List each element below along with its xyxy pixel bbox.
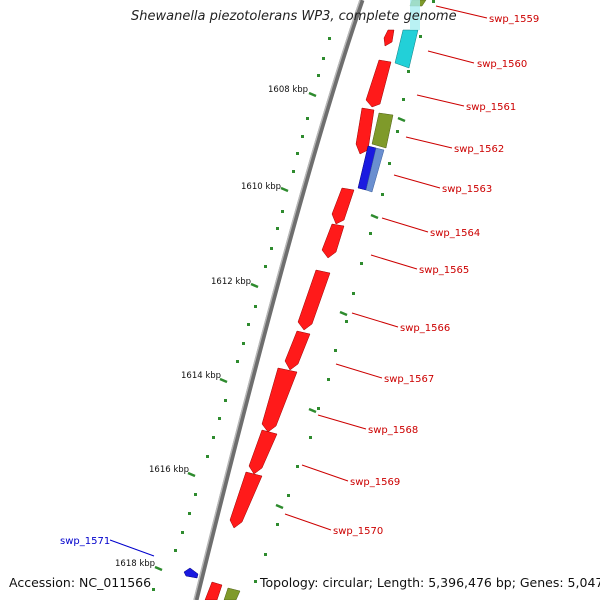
ruler-label-1614: 1614 kbp: [181, 371, 221, 381]
gene-label-swp_1559[interactable]: swp_1559: [489, 14, 539, 25]
gene-swp_1561-feature[interactable]: [365, 59, 392, 108]
gene-swp_1559-red-feature[interactable]: [383, 29, 395, 47]
gene-label-swp_1564[interactable]: swp_1564: [430, 228, 480, 239]
genome-backbone: [193, 0, 365, 600]
gene-swp_1569-feature[interactable]: [248, 429, 278, 475]
label-leader-lines: [284, 5, 488, 531]
ruler-label-1608: 1608 kbp: [268, 85, 308, 95]
genome-summary-label: Topology: circular; Length: 5,396,476 bp…: [260, 575, 600, 590]
inner-ticks: [152, 37, 331, 591]
gene-label-swp_1567[interactable]: swp_1567: [384, 374, 434, 385]
gene-swp_1566-feature[interactable]: [297, 269, 331, 331]
genome-title: Shewanella piezotolerans WP3, complete g…: [131, 9, 457, 24]
gene-swp_1564-feature[interactable]: [331, 187, 355, 225]
gene-label-swp_1566[interactable]: swp_1566: [400, 323, 450, 334]
gene-label-swp_1570[interactable]: swp_1570: [333, 526, 383, 537]
ruler-label-1616: 1616 kbp: [149, 465, 189, 475]
ruler-major-ticks: [154, 91, 317, 572]
outer-ticks: [254, 0, 435, 583]
gene-swp_1568-feature[interactable]: [261, 367, 298, 433]
gene-bottom-red-feature[interactable]: [204, 581, 223, 600]
outer-major-ticks: [275, 116, 406, 510]
gene-swp_1562-feature[interactable]: [371, 112, 394, 149]
gene-swp_1570-feature[interactable]: [229, 471, 263, 529]
gene-label-swp_1562[interactable]: swp_1562: [454, 144, 504, 155]
gene-label-swp_1560[interactable]: swp_1560: [477, 59, 527, 70]
gene-label-swp_1561[interactable]: swp_1561: [466, 102, 516, 113]
gene-features: [183, 0, 427, 600]
accession-label: Accession: NC_011566: [9, 575, 152, 590]
gene-swp_1562-red-feature[interactable]: [355, 107, 375, 155]
ruler-label-1610: 1610 kbp: [241, 182, 281, 192]
gene-label-swp_1571[interactable]: swp_1571: [60, 536, 110, 547]
gene-label-swp_1565[interactable]: swp_1565: [419, 265, 469, 276]
ruler-label-1618: 1618 kbp: [115, 559, 155, 569]
ruler-label-1612: 1612 kbp: [211, 277, 251, 287]
gene-swp_1567-feature[interactable]: [284, 330, 311, 371]
gene-bottom-olive-feature[interactable]: [223, 587, 241, 600]
label-leader-swp_1571: [109, 539, 155, 557]
gene-swp_1571-feature[interactable]: [183, 567, 199, 579]
gene-swp_1565-feature[interactable]: [321, 223, 345, 259]
genome-backbone-highlight: [193, 0, 361, 600]
gene-swp_1560-feature[interactable]: [394, 29, 419, 69]
gene-label-swp_1563[interactable]: swp_1563: [442, 184, 492, 195]
gene-label-swp_1568[interactable]: swp_1568: [368, 425, 418, 436]
gene-label-swp_1569[interactable]: swp_1569: [350, 477, 400, 488]
gene-swp_1563-b-feature[interactable]: [365, 147, 385, 193]
